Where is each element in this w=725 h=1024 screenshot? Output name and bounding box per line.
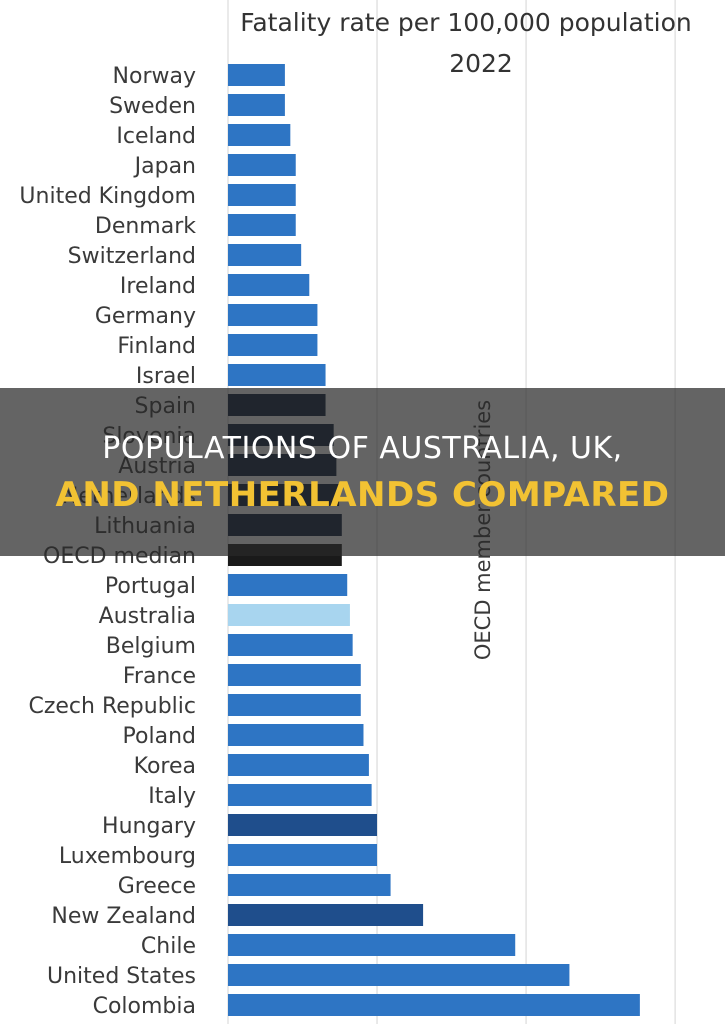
category-label-ireland: Ireland <box>120 274 196 299</box>
bar-norway <box>228 64 285 86</box>
bar-czech-republic <box>228 694 361 716</box>
bar-sweden <box>228 94 285 116</box>
bar-germany <box>228 304 318 326</box>
bar-australia <box>228 604 350 626</box>
bar-iceland <box>228 124 291 146</box>
bar-korea <box>228 754 369 776</box>
category-label-italy: Italy <box>148 784 196 809</box>
bar-united-kingdom <box>228 184 296 206</box>
category-label-greece: Greece <box>118 874 196 899</box>
category-label-sweden: Sweden <box>109 94 196 119</box>
category-label-israel: Israel <box>136 364 196 389</box>
category-label-australia: Australia <box>99 604 196 629</box>
banner-title-line-1: POPULATIONS OF AUSTRALIA, UK, <box>102 431 623 466</box>
bar-hungary <box>228 814 378 836</box>
category-label-colombia: Colombia <box>93 994 196 1019</box>
category-label-hungary: Hungary <box>102 814 196 839</box>
category-label-japan: Japan <box>133 154 196 179</box>
chart-title: Fatality rate per 100,000 population <box>240 8 692 37</box>
category-label-france: France <box>123 664 196 689</box>
category-label-belgium: Belgium <box>106 634 196 659</box>
category-label-czech-republic: Czech Republic <box>28 694 196 719</box>
bar-new-zealand <box>228 904 424 926</box>
bar-colombia <box>228 994 640 1016</box>
bar-switzerland <box>228 244 302 266</box>
category-label-iceland: Iceland <box>116 124 196 149</box>
bar-ireland <box>228 274 310 296</box>
bar-denmark <box>228 214 296 236</box>
bar-finland <box>228 334 318 356</box>
category-label-united-kingdom: United Kingdom <box>19 184 196 209</box>
bar-luxembourg <box>228 844 378 866</box>
bar-france <box>228 664 361 686</box>
category-label-chile: Chile <box>141 934 196 959</box>
category-label-germany: Germany <box>95 304 196 329</box>
category-label-poland: Poland <box>123 724 196 749</box>
category-label-switzerland: Switzerland <box>68 244 196 269</box>
category-label-united-states: United States <box>47 964 196 989</box>
category-label-luxembourg: Luxembourg <box>59 844 196 869</box>
category-label-new-zealand: New Zealand <box>51 904 196 929</box>
title-banner: POPULATIONS OF AUSTRALIA, UK, AND NETHER… <box>0 388 725 556</box>
bar-belgium <box>228 634 353 656</box>
bar-chile <box>228 934 516 956</box>
bar-poland <box>228 724 364 746</box>
bar-portugal <box>228 574 348 596</box>
category-label-finland: Finland <box>117 334 196 359</box>
banner-title-line-2: AND NETHERLANDS COMPARED <box>55 475 670 515</box>
bar-italy <box>228 784 372 806</box>
category-label-norway: Norway <box>113 64 196 89</box>
bar-united-states <box>228 964 570 986</box>
chart-subtitle: 2022 <box>449 49 513 78</box>
category-label-portugal: Portugal <box>105 574 196 599</box>
category-label-korea: Korea <box>134 754 196 779</box>
bar-israel <box>228 364 326 386</box>
bar-greece <box>228 874 391 896</box>
category-label-denmark: Denmark <box>95 214 196 239</box>
bar-japan <box>228 154 296 176</box>
